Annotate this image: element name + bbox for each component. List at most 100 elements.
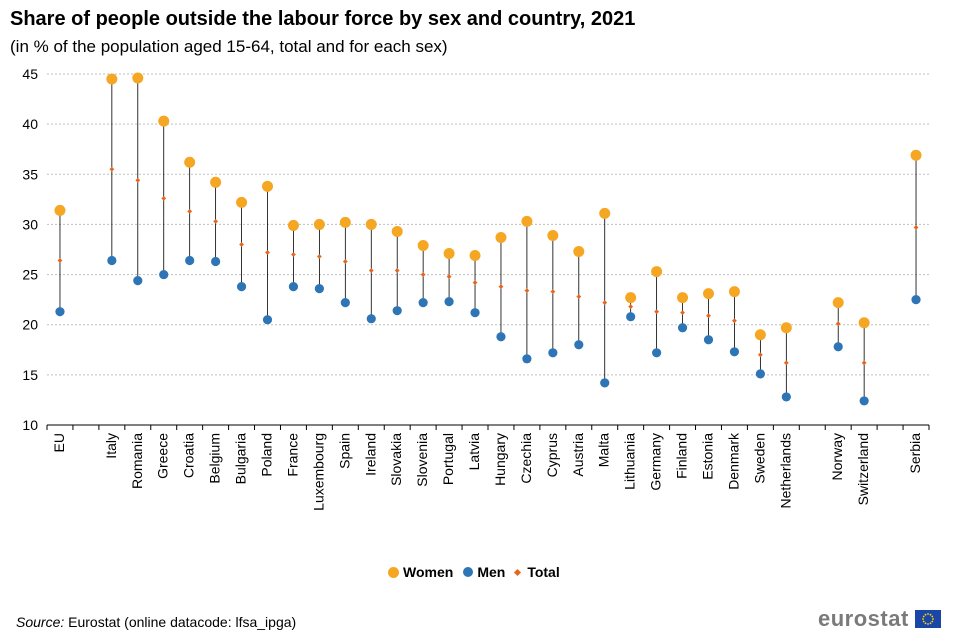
total-point [550,289,556,295]
x-tick-label: Austria [570,433,586,477]
women-point [521,215,533,227]
total-point [472,280,478,285]
total-point [576,294,582,300]
x-tick-label: Portugal [440,433,456,485]
women-point [547,229,559,241]
dot-plot-chart: 10 15 20 25 30 35 40 45 EU Italy Romania Greece Croa… [22,66,930,511]
y-tick-label: 30 [22,216,38,232]
women-point [625,292,637,304]
men-point [574,340,584,350]
men-point [314,284,324,294]
men-point [288,282,299,292]
x-tick-label: Bulgaria [233,433,249,485]
total-point [213,219,219,224]
x-tick-label: Malta [596,433,612,467]
men-point [185,255,195,266]
legend-women-marker [388,566,399,578]
men-point [755,369,765,379]
men-point [522,354,532,364]
legend-women-label: Women [403,564,454,580]
men-point [340,298,350,308]
legend-total-label: Total [527,564,560,580]
x-tick-label: Norway [829,433,845,480]
men-point [159,269,169,280]
women-point [262,180,273,192]
women-point [339,216,351,228]
total-point [135,177,141,183]
x-tick-label: Cyprus [544,433,560,477]
x-tick-label: Czechia [518,433,534,484]
x-tick-label: Slovakia [388,433,404,486]
total-point [602,300,608,306]
total-point [783,360,789,366]
total-point [187,208,193,214]
women-point [417,239,429,251]
women-point [365,218,377,230]
legend-total: Total [514,564,560,580]
women-point [495,231,507,243]
x-tick-label: Hungary [492,433,508,486]
men-point [444,297,454,307]
total-point [316,254,322,259]
men-point [392,306,402,316]
men-point [781,392,791,402]
men-point [211,256,221,267]
women-point [287,219,299,231]
women-point [184,156,196,168]
women-point [599,207,611,219]
y-tick-label: 25 [22,267,38,283]
total-point [835,321,841,327]
women-point [54,204,66,216]
women-point [313,218,325,230]
women-point [703,288,714,300]
men-point [652,348,662,358]
men-point [729,347,740,357]
legend-total-marker [514,568,522,576]
men-point [496,332,506,342]
total-point [57,258,63,263]
women-point [677,292,689,304]
x-tick-label: Slovenia [414,433,430,487]
women-point [158,115,170,127]
women-point [391,225,403,237]
x-tick-label: Latvia [466,433,482,471]
x-tick-label: Lithuania [622,433,638,490]
total-point [680,310,685,316]
x-tick-label: Switzerland [855,433,871,505]
total-point [161,195,167,201]
total-point [109,166,115,172]
x-tick-label: Denmark [725,432,741,490]
source-note: Source: Eurostat (online datacode: lfsa_… [16,614,296,630]
men-point [236,282,247,292]
total-point [291,252,296,257]
men-point [366,314,376,324]
total-point [654,309,660,315]
y-tick-label: 40 [22,116,38,132]
women-point [858,317,870,329]
total-point [524,288,530,294]
men-point [470,308,480,318]
men-point [626,312,636,322]
men-point [133,275,143,286]
x-tick-label: Germany [648,433,664,491]
x-tick-label: Estonia [700,433,716,480]
total-point [342,259,348,264]
source-text: Eurostat (online datacode: lfsa_ipga) [64,614,297,630]
women-point [832,297,844,309]
total-point [757,352,763,358]
total-point [913,225,919,230]
x-tick-label: Italy [103,433,119,459]
women-point [573,246,585,258]
total-point [420,272,426,277]
x-tick-label: Poland [259,433,275,477]
total-point [732,318,737,324]
total-point [265,250,270,255]
men-point [548,348,558,358]
women-point [236,196,248,208]
x-tick-label: EU [51,433,67,452]
y-tick-label: 15 [22,367,38,383]
x-tick-label: Serbia [907,433,923,474]
women-point [469,250,481,262]
women-point [780,322,792,334]
total-point [861,360,867,366]
